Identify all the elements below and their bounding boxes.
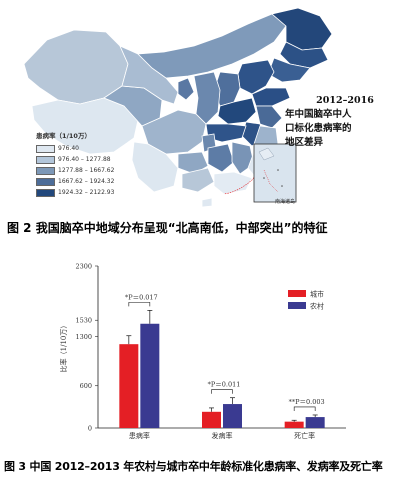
legend-label: 城市 [310,290,324,299]
legend-label: 976.40 – 1277.88 [58,156,111,163]
region-inner-mongolia [137,13,287,79]
legend-item: 976.40 [36,143,114,154]
legend-swatch [36,166,55,175]
legend-item: 1667.62 – 1924.32 [36,176,114,187]
y-tick-label: 0 [88,425,92,433]
region-hunan [207,143,235,173]
region-yunnan [131,141,179,193]
y-tick-label: 600 [80,382,92,390]
map-title-line4: 地区差异 [285,137,324,148]
map-legend: 患病率（1/10万） 976.40 976.40 – 1277.88 1277.88… [36,130,114,198]
legend-label: 1667.62 – 1924.32 [58,178,115,185]
map-title: 2012–2016 年中国脑卒中人 口标化患病率的 地区差异 [285,94,405,150]
y-tick-label: 1300 [75,333,92,341]
bar-农村 [223,404,242,428]
map-title-line3: 口标化患病率的 [285,123,352,134]
y-tick-label: 2300 [75,263,92,271]
y-tick-label: 1530 [75,317,92,325]
legend-item: 976.40 – 1277.88 [36,154,114,165]
bar-城市 [202,411,221,428]
figure2-caption: 图 2 我国脑卒中地域分布呈现“北高南低，中部突出”的特征 [7,221,328,235]
significance-annotation: *P＝0.011 [208,381,241,389]
x-tick-label: 发病率 [212,431,233,440]
region-jilin [279,41,329,69]
map-title-line2: 年中国脑卒中人 [285,109,352,120]
map-title-years: 2012–2016 [316,95,374,106]
legend-label: 1924.32 – 2122.93 [58,189,115,196]
y-axis-label: 比率（1/10万） [59,322,68,373]
inset-note: 南海诸岛 [275,199,296,205]
legend-swatch-农村 [288,302,306,309]
legend-swatch [36,177,55,186]
region-guangdong [213,171,253,195]
bar-城市 [119,344,139,428]
significance-annotation: *P＝0.017 [125,293,158,301]
region-henan [217,97,257,125]
legend-swatch [36,155,55,164]
significance-bracket [128,302,151,307]
legend-swatch [36,188,55,197]
x-tick-label: 患病率 [129,431,150,440]
significance-annotation: **P＝0.003 [289,398,325,406]
region-hainan [201,197,213,208]
legend-item: 1277.88 – 1667.62 [36,165,114,176]
legend-swatch-城市 [288,290,306,297]
bar-chart: 0 600 1300 1530 2300 比率（1/10万） 患病率 *P＝0.017 发病率 *… [59,263,346,440]
legend-title: 患病率（1/10万） [36,132,91,140]
region-tibet [31,97,139,155]
china-map [23,7,333,208]
legend-swatch [36,144,55,153]
region-jiangsu [255,105,283,129]
legend-label: 农村 [310,302,324,311]
significance-bracket [211,389,233,394]
region-shaanxi [193,71,221,125]
x-tick-label: 死亡率 [294,431,315,440]
legend-label: 976.40 [58,145,79,152]
bar-城市 [284,421,304,428]
region-guangxi [181,167,215,193]
stroke-prevalence-map: 2012–2016 年中国脑卒中人 口标化患病率的 地区差异 患病率（1/10万… [2,2,412,208]
significance-bracket [293,406,316,411]
bar-农村 [140,323,160,428]
figure3-caption: 图 3 中国 2012–2013 年农村与城市卒中年龄标准化患病率、发病率及死亡… [4,460,383,473]
bar-农村 [305,417,325,428]
legend-item: 1924.32 – 2122.93 [36,187,114,198]
region-ningxia [177,77,195,101]
legend-label: 1277.88 – 1667.62 [58,167,115,174]
bar-chart-panel: 0 600 1300 1530 2300 比率（1/10万） 患病率 *P＝0.017 发病率 *… [2,248,412,453]
